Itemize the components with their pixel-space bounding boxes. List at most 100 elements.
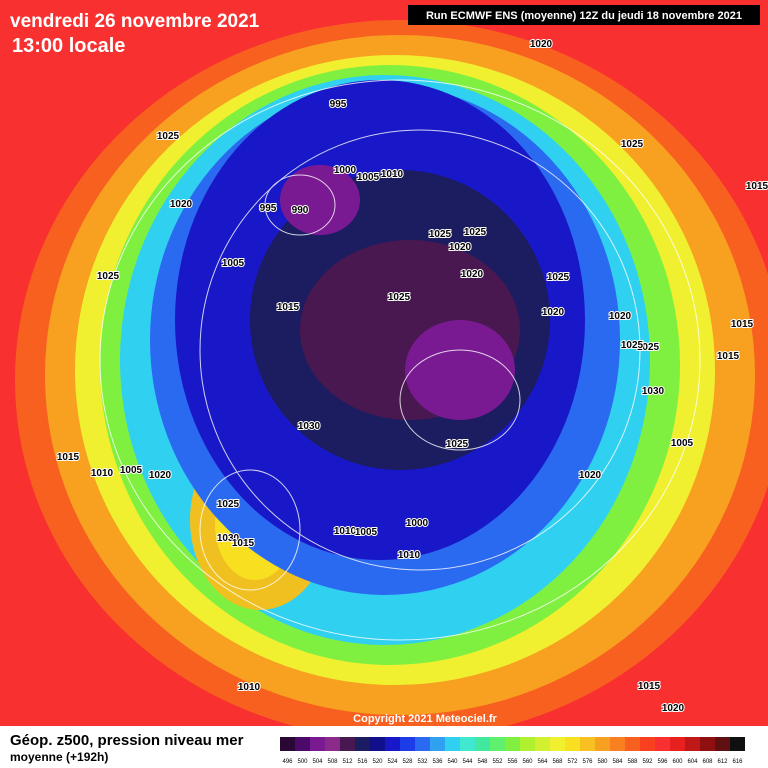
- scale-swatch: [715, 737, 730, 751]
- contour-label: 1025: [388, 292, 411, 303]
- scale-label: 524: [387, 759, 398, 765]
- scale-swatch: [460, 737, 475, 751]
- run-banner: [408, 5, 760, 25]
- scale-swatch: [580, 737, 595, 751]
- contour-label: 1005: [671, 438, 694, 449]
- contour-label: 1010: [398, 550, 421, 561]
- scale-label: 576: [582, 759, 593, 765]
- contour-label: 1020: [461, 269, 484, 280]
- scale-swatch: [640, 737, 655, 751]
- scale-swatch: [730, 737, 745, 751]
- scale-swatch: [670, 737, 685, 751]
- scale-swatch: [430, 737, 445, 751]
- contour-label: 1020: [579, 470, 602, 481]
- scale-swatch: [685, 737, 700, 751]
- contour-label: 1015: [731, 319, 754, 330]
- contour-label: 1020: [449, 242, 472, 253]
- scale-swatch: [610, 737, 625, 751]
- copyright: Copyright 2021 Meteociel.fr: [353, 713, 497, 725]
- contour-label: 1005: [222, 258, 245, 269]
- scale-label: 560: [522, 759, 533, 765]
- scale-label: 616: [732, 759, 743, 765]
- scale-label: 508: [327, 759, 338, 765]
- scale-swatch: [565, 737, 580, 751]
- scale-label: 504: [312, 759, 323, 765]
- scale-label: 572: [567, 759, 578, 765]
- scale-label: 552: [492, 759, 503, 765]
- scale-label: 512: [342, 759, 353, 765]
- contour-label: 1030: [298, 421, 321, 432]
- scale-label: 520: [372, 759, 383, 765]
- scale-swatch: [355, 737, 370, 751]
- contour-label: 1025: [429, 229, 452, 240]
- scale-label: 544: [462, 759, 473, 765]
- contour-label: 1020: [542, 307, 565, 318]
- scale-label: 592: [642, 759, 653, 765]
- scale-label: 580: [597, 759, 608, 765]
- scale-label: 536: [432, 759, 443, 765]
- scale-label: 564: [537, 759, 548, 765]
- contour-label: 1015: [232, 538, 255, 549]
- scale-swatch: [400, 737, 415, 751]
- contour-label: 1015: [746, 181, 768, 192]
- contour-label: 1015: [57, 452, 80, 463]
- contour-label: 995: [260, 203, 277, 214]
- contour-label: 1010: [238, 682, 261, 693]
- scale-label: 540: [447, 759, 458, 765]
- scale-label: 496: [282, 759, 293, 765]
- scale-swatch: [475, 737, 490, 751]
- scale-swatch: [445, 737, 460, 751]
- contour-label: 1025: [637, 342, 660, 353]
- scale-label: 556: [507, 759, 518, 765]
- contour-label: 1020: [530, 39, 553, 50]
- contour-band: [280, 165, 360, 235]
- scale-swatch: [280, 737, 295, 751]
- contour-label: 1010: [334, 526, 357, 537]
- isobars: [99, 79, 701, 641]
- contour-label: 1020: [170, 199, 193, 210]
- contour-label: 1015: [277, 302, 300, 313]
- contour-label: 1030: [642, 386, 665, 397]
- contour-label: 1025: [97, 271, 120, 282]
- contour-label: 1025: [464, 227, 487, 238]
- contour-label: 1010: [91, 468, 114, 479]
- date: vendredi 26 novembre 2021: [10, 11, 260, 32]
- time: 13:00 locale: [12, 35, 125, 57]
- footer-subtitle: moyenne (+192h): [10, 750, 108, 764]
- scale-label: 500: [297, 759, 308, 765]
- scale-label: 516: [357, 759, 368, 765]
- contour-label: 1020: [662, 703, 685, 714]
- scale-label: 596: [657, 759, 668, 765]
- scale-label: 608: [702, 759, 713, 765]
- contour-label: 1005: [355, 527, 378, 538]
- scale-label: 568: [552, 759, 563, 765]
- contour-label: 1025: [621, 340, 644, 351]
- contour-label: 1025: [217, 499, 240, 510]
- contour-label: 1030: [217, 533, 240, 544]
- scale-label: 528: [402, 759, 413, 765]
- scale-swatch: [385, 737, 400, 751]
- contour-label: 1015: [717, 351, 740, 362]
- scale-swatch: [310, 737, 325, 751]
- scale-label: 548: [477, 759, 488, 765]
- scale-label: 588: [627, 759, 638, 765]
- contour-band: [405, 320, 515, 420]
- contour-label: 1000: [406, 518, 429, 529]
- contour-label: 1025: [621, 139, 644, 150]
- contour-label: 1025: [446, 439, 469, 450]
- footer-title: Géop. z500, pression niveau mer: [10, 732, 244, 749]
- scale-swatch: [550, 737, 565, 751]
- scale-swatch: [595, 737, 610, 751]
- contour-label: 1010: [381, 169, 404, 180]
- contour-label: 995: [330, 99, 347, 110]
- contour-label: 1020: [149, 470, 172, 481]
- contour-label: 1015: [638, 681, 661, 692]
- scale-swatch: [370, 737, 385, 751]
- scale-label: 604: [687, 759, 698, 765]
- color-scale: 496 500 504 508 512 516 520 524 528 532 536 540 544 5…: [280, 737, 745, 765]
- scale-swatch: [490, 737, 505, 751]
- scale-swatch: [505, 737, 520, 751]
